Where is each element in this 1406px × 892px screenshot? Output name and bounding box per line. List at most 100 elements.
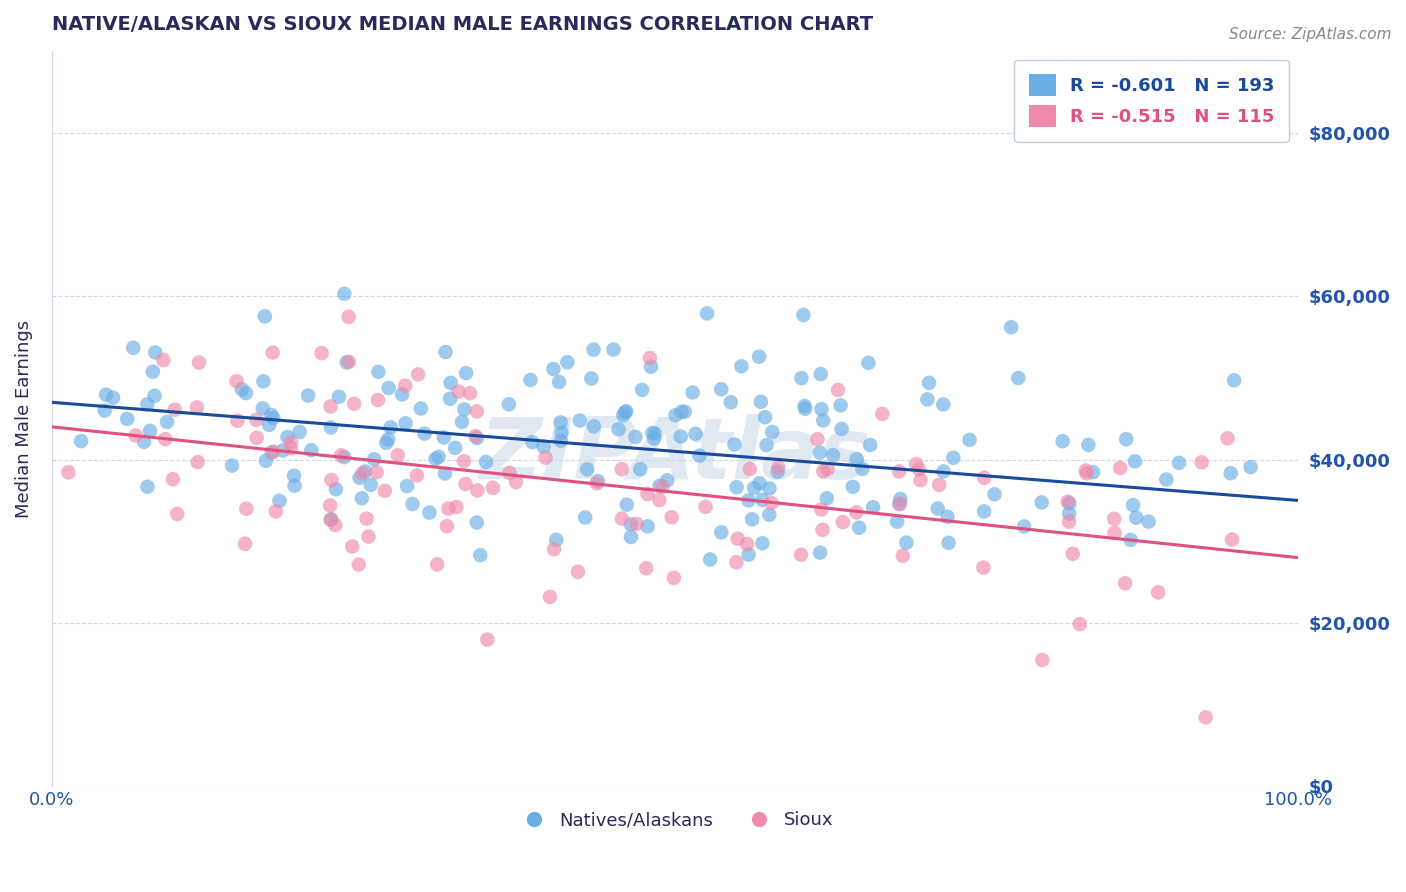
- Natives/Alaskans: [413, 426, 436, 441]
- Natives/Alaskans: [671, 405, 693, 419]
- Natives/Alaskans: [1000, 320, 1022, 334]
- Sioux: [610, 511, 633, 525]
- Natives/Alaskans: [453, 402, 475, 417]
- Sioux: [973, 471, 995, 485]
- Sioux: [163, 402, 186, 417]
- Natives/Alaskans: [380, 420, 402, 434]
- Sioux: [636, 561, 658, 575]
- Sioux: [567, 565, 589, 579]
- Natives/Alaskans: [377, 381, 399, 395]
- Natives/Alaskans: [454, 366, 477, 380]
- Natives/Alaskans: [932, 465, 955, 479]
- Sioux: [626, 516, 648, 531]
- Natives/Alaskans: [136, 397, 159, 411]
- Natives/Alaskans: [321, 512, 343, 526]
- Natives/Alaskans: [648, 479, 671, 493]
- Sioux: [972, 560, 994, 574]
- Sioux: [166, 507, 188, 521]
- Natives/Alaskans: [394, 416, 416, 430]
- Sioux: [152, 353, 174, 368]
- Natives/Alaskans: [1119, 533, 1142, 547]
- Natives/Alaskans: [276, 430, 298, 444]
- Natives/Alaskans: [260, 445, 283, 459]
- Natives/Alaskans: [1052, 434, 1074, 449]
- Sioux: [347, 558, 370, 572]
- Natives/Alaskans: [794, 401, 817, 416]
- Sioux: [585, 476, 607, 491]
- Sioux: [790, 548, 813, 562]
- Text: NATIVE/ALASKAN VS SIOUX MEDIAN MALE EARNINGS CORRELATION CHART: NATIVE/ALASKAN VS SIOUX MEDIAN MALE EARN…: [52, 15, 873, 34]
- Natives/Alaskans: [669, 429, 692, 443]
- Text: ZIPAtlas: ZIPAtlas: [479, 414, 870, 497]
- Sioux: [636, 487, 658, 501]
- Sioux: [806, 432, 828, 446]
- Natives/Alaskans: [644, 426, 666, 441]
- Natives/Alaskans: [451, 415, 474, 429]
- Natives/Alaskans: [252, 374, 274, 388]
- Natives/Alaskans: [1115, 432, 1137, 446]
- Sioux: [447, 384, 470, 399]
- Sioux: [477, 632, 499, 647]
- Sioux: [233, 537, 256, 551]
- Natives/Alaskans: [620, 517, 643, 532]
- Natives/Alaskans: [631, 383, 654, 397]
- Natives/Alaskans: [751, 492, 773, 507]
- Natives/Alaskans: [851, 462, 873, 476]
- Sioux: [1216, 431, 1239, 445]
- Natives/Alaskans: [845, 452, 868, 467]
- Sioux: [464, 429, 486, 443]
- Natives/Alaskans: [132, 434, 155, 449]
- Sioux: [1062, 547, 1084, 561]
- Natives/Alaskans: [730, 359, 752, 374]
- Natives/Alaskans: [1168, 456, 1191, 470]
- Natives/Alaskans: [156, 415, 179, 429]
- Sioux: [319, 400, 342, 414]
- Natives/Alaskans: [761, 425, 783, 439]
- Sioux: [908, 462, 931, 476]
- Sioux: [319, 499, 342, 513]
- Sioux: [436, 519, 458, 533]
- Natives/Alaskans: [830, 398, 852, 412]
- Sioux: [465, 483, 488, 498]
- Natives/Alaskans: [122, 341, 145, 355]
- Natives/Alaskans: [942, 450, 965, 465]
- Natives/Alaskans: [657, 473, 679, 487]
- Sioux: [534, 450, 557, 465]
- Sioux: [352, 467, 374, 481]
- Sioux: [394, 378, 416, 392]
- Natives/Alaskans: [637, 519, 659, 533]
- Natives/Alaskans: [640, 359, 662, 374]
- Natives/Alaskans: [810, 402, 832, 417]
- Sioux: [638, 351, 661, 365]
- Natives/Alaskans: [821, 448, 844, 462]
- Natives/Alaskans: [859, 438, 882, 452]
- Sioux: [186, 401, 208, 415]
- Natives/Alaskans: [582, 419, 605, 434]
- Natives/Alaskans: [582, 343, 605, 357]
- Sioux: [337, 355, 360, 369]
- Natives/Alaskans: [143, 345, 166, 359]
- Natives/Alaskans: [367, 365, 389, 379]
- Natives/Alaskans: [723, 437, 745, 451]
- Natives/Alaskans: [1059, 496, 1081, 510]
- Natives/Alaskans: [1057, 507, 1080, 521]
- Sioux: [832, 515, 855, 529]
- Natives/Alaskans: [673, 404, 696, 418]
- Natives/Alaskans: [614, 405, 637, 419]
- Natives/Alaskans: [808, 445, 831, 459]
- Sioux: [357, 530, 380, 544]
- Natives/Alaskans: [568, 413, 591, 427]
- Natives/Alaskans: [94, 387, 117, 401]
- Natives/Alaskans: [557, 355, 579, 369]
- Natives/Alaskans: [1081, 465, 1104, 479]
- Natives/Alaskans: [328, 390, 350, 404]
- Natives/Alaskans: [811, 413, 834, 427]
- Natives/Alaskans: [607, 422, 630, 436]
- Sioux: [891, 549, 914, 563]
- Natives/Alaskans: [433, 430, 456, 444]
- Sioux: [813, 464, 835, 478]
- Natives/Alaskans: [425, 452, 447, 467]
- Sioux: [543, 542, 565, 557]
- Natives/Alaskans: [737, 548, 759, 562]
- Natives/Alaskans: [143, 389, 166, 403]
